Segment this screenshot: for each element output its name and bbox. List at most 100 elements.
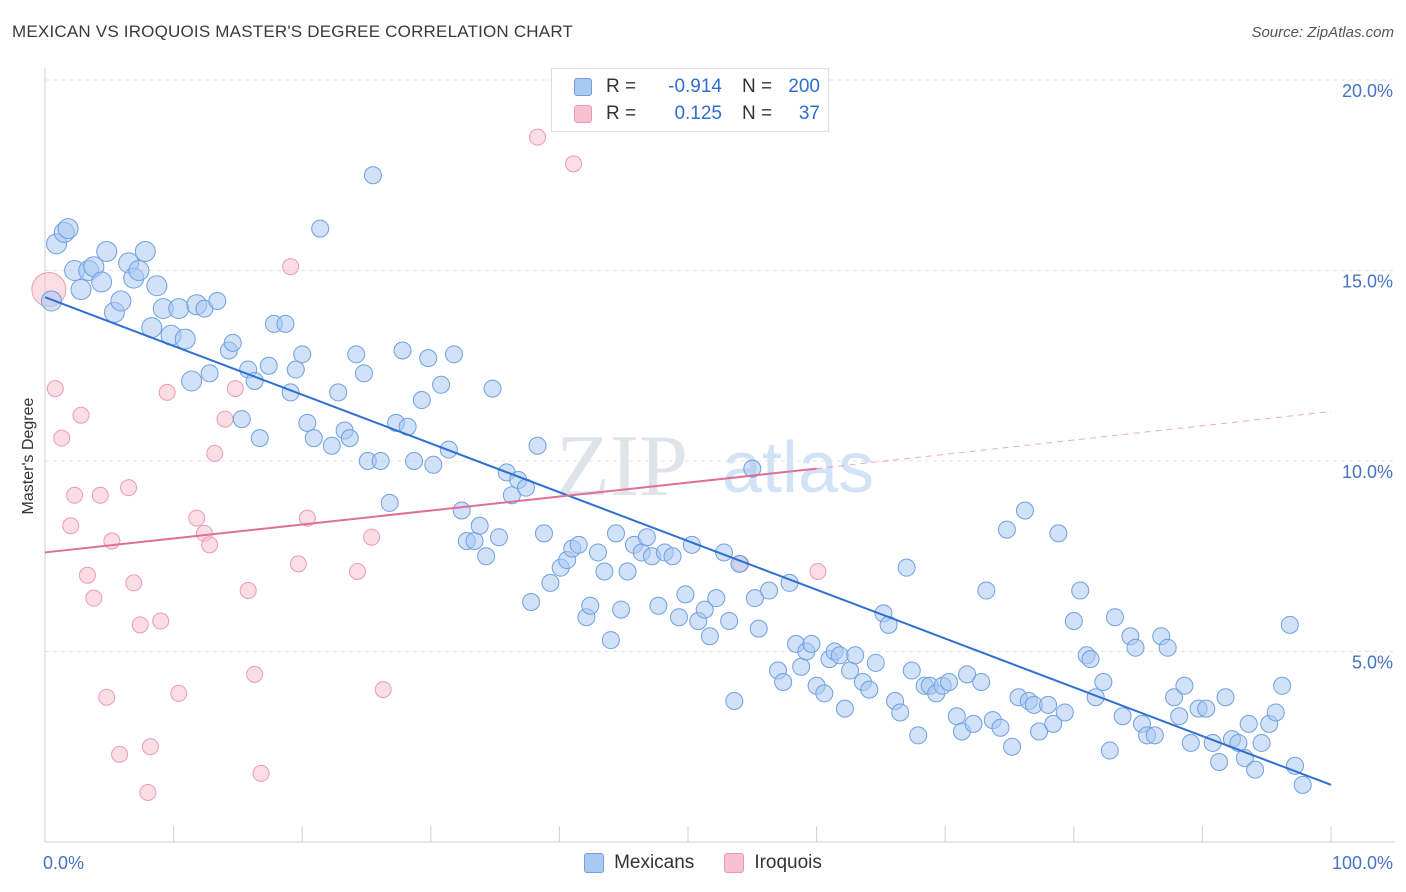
y-tick-label: 5.0% [1352, 653, 1393, 673]
mexicans-point [1273, 676, 1292, 695]
iroquois-point [239, 582, 257, 600]
mexicans-point [1105, 608, 1124, 627]
mexicans-point [1252, 733, 1271, 752]
series-swatch-iroquois [724, 853, 745, 873]
series-name-iroquois: Iroquois [754, 852, 822, 873]
iroquois-point [141, 738, 159, 756]
mexicans-point [1039, 695, 1058, 714]
iroquois-point [78, 566, 96, 584]
mexicans-point [232, 410, 251, 429]
legend-n-label: N = [742, 76, 773, 97]
iroquois-point [120, 479, 138, 497]
mexicans-point [1071, 581, 1090, 600]
mexicans-point [595, 562, 614, 581]
iroquois-point [66, 486, 84, 504]
iroquois-point [363, 528, 381, 546]
iroquois-point [111, 745, 129, 763]
legend-swatch-iroquois [574, 105, 592, 123]
mexicans-point [707, 589, 726, 608]
iroquois-trend-extension [816, 410, 1332, 470]
y-tick-label: 15.0% [1342, 272, 1393, 292]
mexicans-point [897, 558, 916, 577]
legend-r-label: R = [606, 76, 637, 97]
y-axis-label: Master's Degree [20, 397, 37, 514]
correlation-legend: R = -0.914 N = 200 R = 0.125 N = 37 [551, 68, 829, 132]
mexicans-point [91, 271, 113, 293]
iroquois-point [226, 380, 244, 398]
mexicans-point [483, 379, 502, 398]
mexicans-point [1126, 638, 1145, 657]
iroquois-point [348, 562, 366, 580]
iroquois-point [374, 681, 392, 699]
mexicans-point [354, 364, 373, 383]
mexicans-point [774, 672, 793, 691]
mexicans-point [432, 375, 451, 394]
legend-row-mexicans: R = -0.914 N = 200 [574, 75, 820, 99]
legend-n-value: 37 [798, 103, 820, 124]
mexicans-point [1044, 714, 1063, 733]
mexicans-point [649, 596, 668, 615]
mexicans-points [40, 166, 1312, 794]
mexicans-point [676, 585, 695, 604]
mexicans-point [1246, 760, 1265, 779]
mexicans-point [477, 547, 496, 566]
series-legend-mexicans: Mexicans [584, 852, 694, 874]
iroquois-point [201, 536, 219, 554]
mexicans-point [40, 290, 62, 312]
mexicans-point [1266, 703, 1285, 722]
legend-swatch-mexicans [574, 78, 592, 96]
mexicans-point [669, 608, 688, 627]
mexicans-point [1049, 524, 1068, 543]
iroquois-point [139, 783, 157, 801]
mexicans-point [760, 581, 779, 600]
mexicans-point [1170, 707, 1189, 726]
iroquois-point [72, 406, 90, 424]
mexicans-point [452, 501, 471, 520]
mexicans-point [134, 240, 156, 262]
iroquois-point [246, 665, 264, 683]
mexicans-point [208, 291, 227, 310]
iroquois-point [91, 486, 109, 504]
mexicans-point [792, 657, 811, 676]
tick-labels: 5.0% 10.0% 15.0% 20.0% 0.0% 100.0% [43, 81, 1393, 873]
mexicans-point [1081, 650, 1100, 669]
legend-n-value: 200 [788, 76, 820, 97]
mexicans-point [250, 429, 269, 448]
mexicans-point [1003, 737, 1022, 756]
mexicans-point [866, 653, 885, 672]
mexicans-point [977, 581, 996, 600]
mexicans-point [1210, 752, 1229, 771]
mexicans-point [174, 328, 196, 350]
mexicans-point [223, 333, 242, 352]
axes [44, 68, 1395, 843]
mexicans-point [1181, 733, 1200, 752]
iroquois-point [152, 612, 170, 630]
mexicans-point [601, 631, 620, 650]
mexicans-point [534, 524, 553, 543]
mexicans-point [891, 703, 910, 722]
mexicans-point [1113, 707, 1132, 726]
mexicans-point [720, 612, 739, 631]
mexicans-point [340, 429, 359, 448]
mexicans-point [1015, 501, 1034, 520]
mexicans-point [1030, 722, 1049, 741]
mexicans-point [276, 314, 295, 333]
mexicans-point [745, 589, 764, 608]
mexicans-point [444, 345, 463, 364]
mexicans-point [940, 672, 959, 691]
mexicans-point [1239, 714, 1258, 733]
iroquois-point [216, 410, 234, 428]
mexicans-point [618, 562, 637, 581]
x-tick-label-start: 0.0% [43, 853, 84, 873]
mexicans-point [663, 547, 682, 566]
mexicans-trend-line [44, 296, 1332, 786]
mexicans-point [909, 726, 928, 745]
iroquois-point [282, 258, 300, 276]
iroquois-point [289, 555, 307, 573]
iroquois-point [53, 429, 71, 447]
legend-r-value: -0.914 [668, 76, 722, 97]
mexicans-point [322, 436, 341, 455]
source-credit: Source: ZipAtlas.com [1251, 24, 1394, 41]
mexicans-point [569, 535, 588, 554]
